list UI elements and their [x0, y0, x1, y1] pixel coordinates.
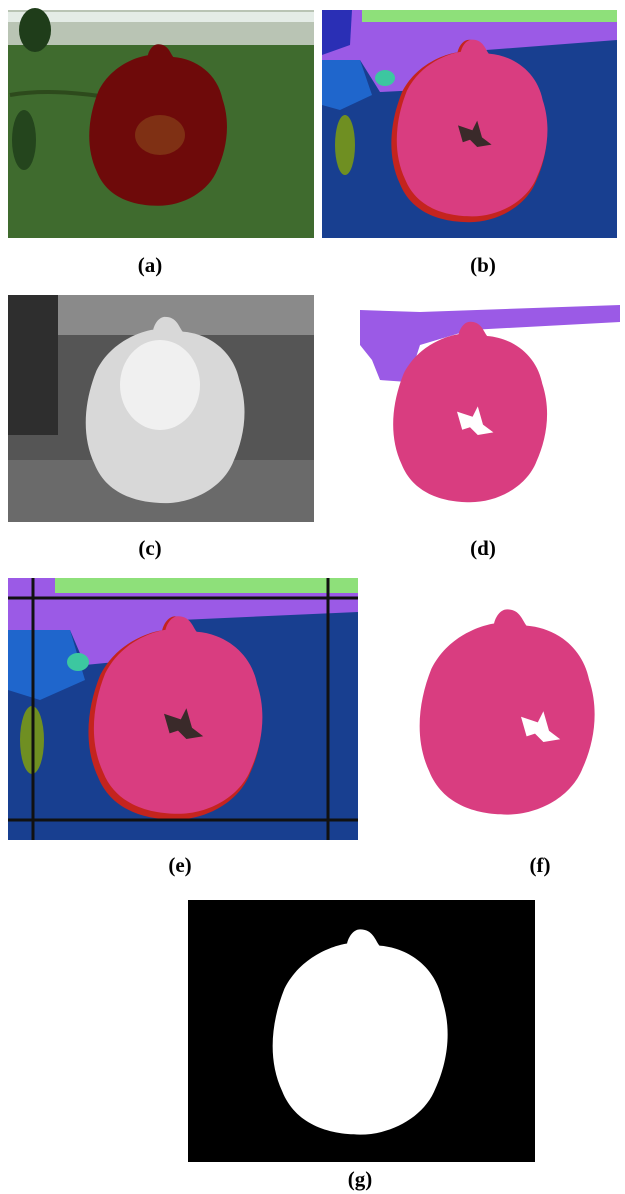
panel-label: (c) [138, 536, 161, 560]
panel-g [188, 900, 535, 1162]
panel-e [8, 578, 358, 840]
panel-label: (f) [530, 853, 551, 877]
panel-c [8, 295, 314, 522]
panel-label: (b) [470, 253, 496, 277]
panel-f [420, 609, 595, 814]
panel-label: (g) [348, 1167, 373, 1191]
panel-b [322, 10, 617, 238]
panel-a [8, 8, 314, 238]
panel-label: (a) [138, 253, 163, 277]
panel-label: (e) [168, 853, 191, 877]
figure: (a) (b) (c) (d) [0, 0, 625, 1194]
panel-d [360, 305, 620, 502]
panel-label: (d) [470, 536, 496, 560]
